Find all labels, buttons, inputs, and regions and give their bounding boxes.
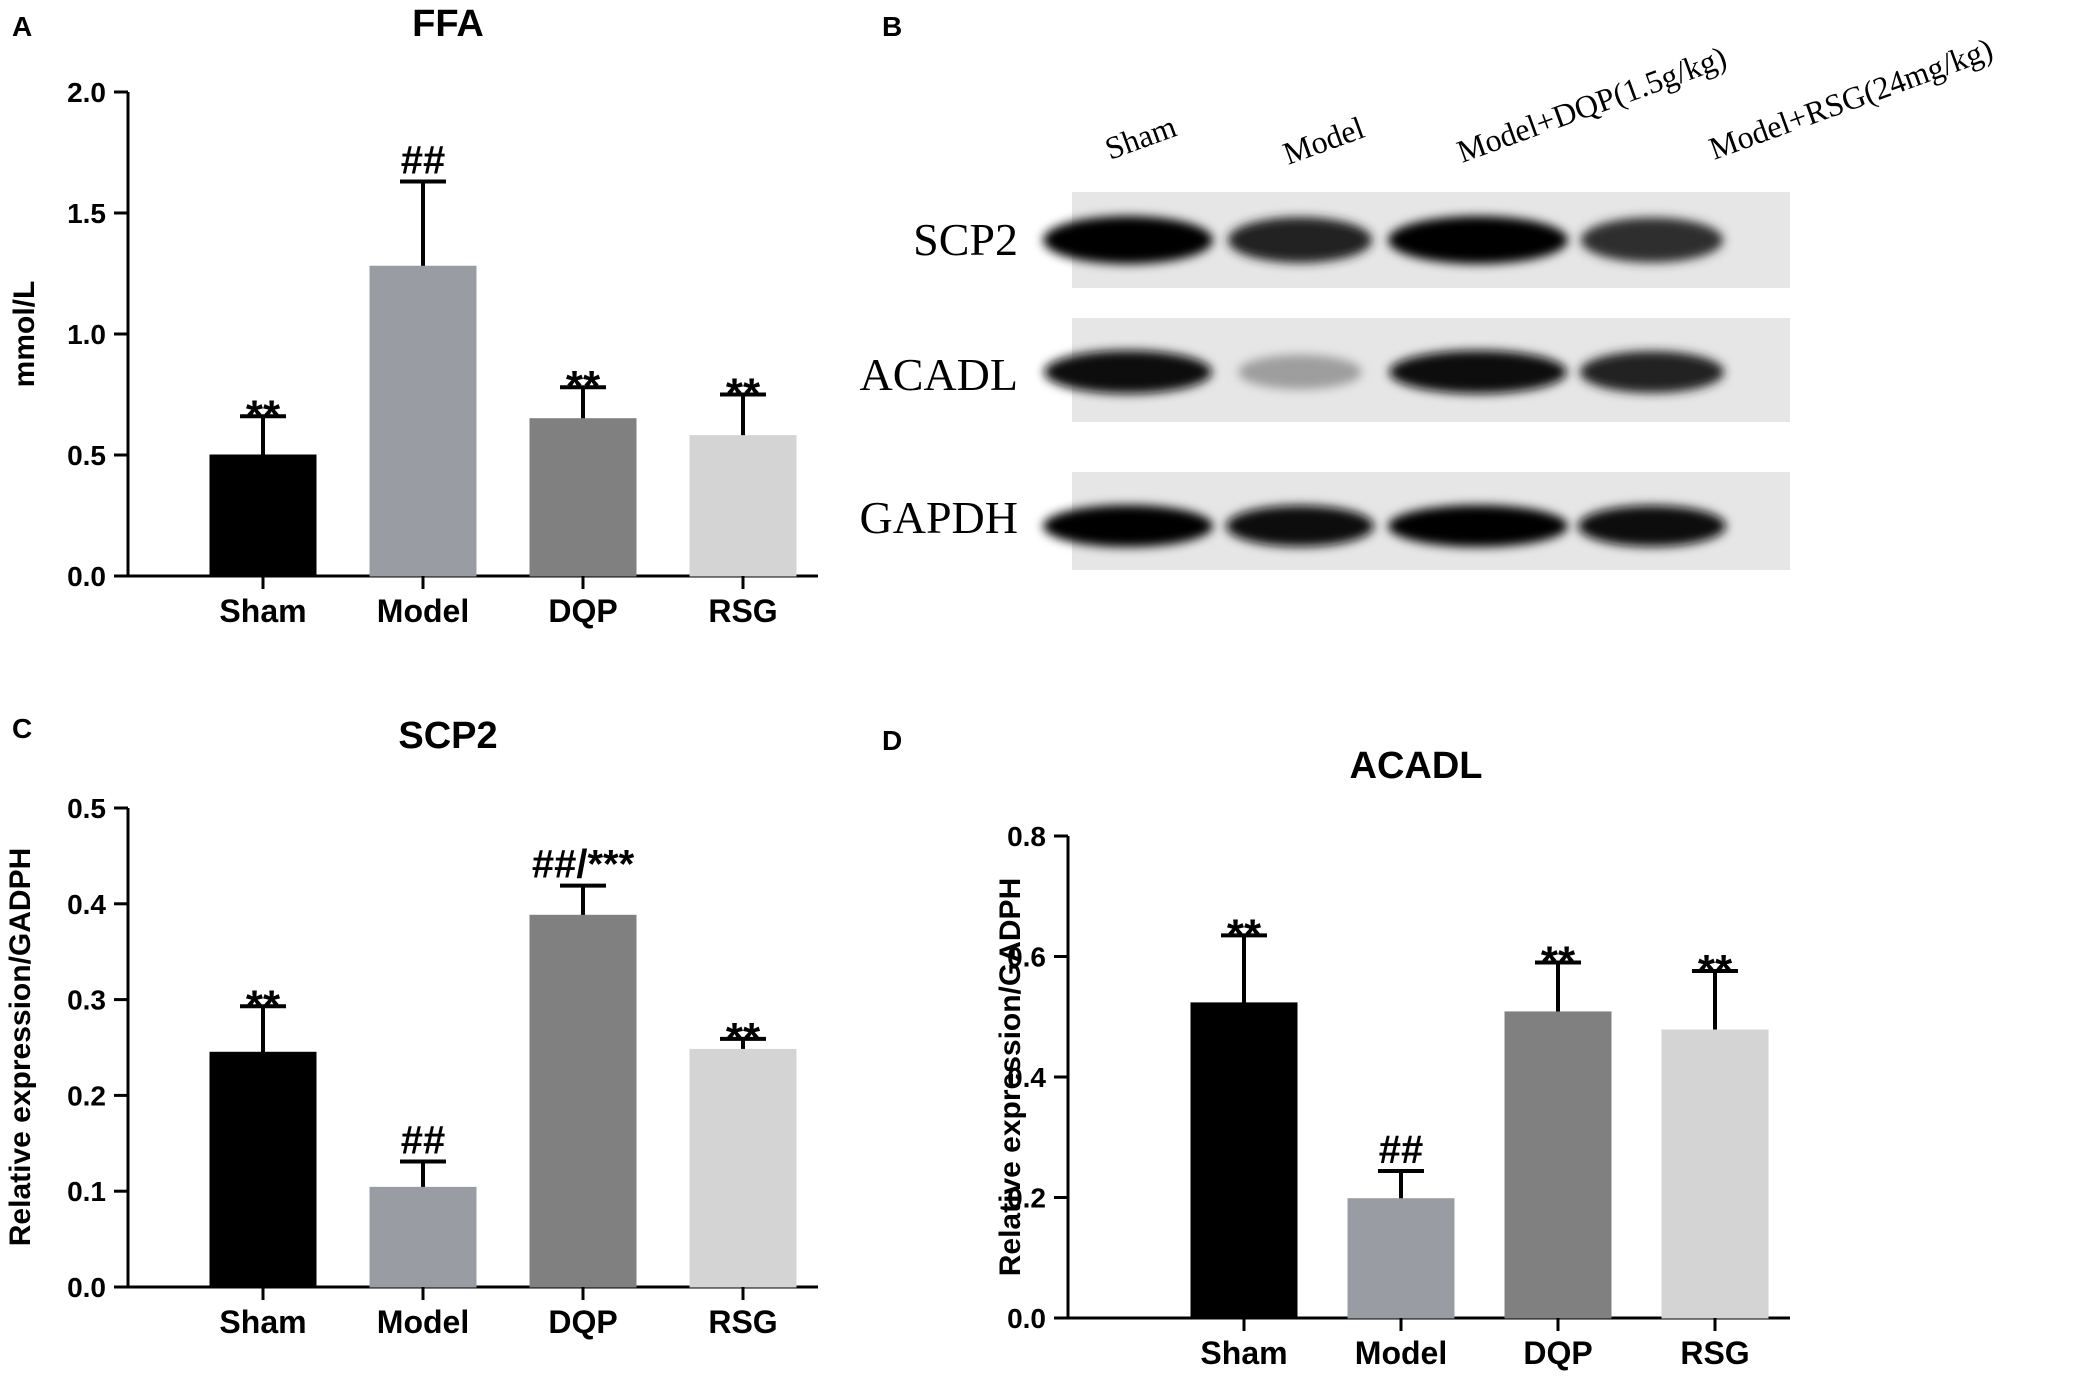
- bar: [529, 418, 637, 577]
- blot-band: [1579, 350, 1725, 394]
- blot-lane-label: Model+DQP(1.5g/kg): [1452, 39, 1731, 170]
- y-tick-label: 0.6: [1007, 942, 1046, 973]
- blot-protein-label: GAPDH: [860, 492, 1018, 543]
- chart-title: FFA: [412, 3, 484, 45]
- chart-title: ACADL: [1350, 745, 1483, 787]
- blot-band: [1044, 350, 1212, 394]
- x-tick-label: Sham: [1200, 1335, 1287, 1371]
- bar: [209, 1051, 317, 1288]
- x-tick-label: RSG: [708, 1304, 777, 1340]
- significance-label: ##/***: [532, 843, 635, 887]
- significance-label: **: [726, 1014, 761, 1063]
- y-tick-label: 0.4: [1007, 1062, 1046, 1093]
- blot-band: [1580, 217, 1724, 263]
- x-tick-label: DQP: [1523, 1335, 1592, 1371]
- x-tick-label: RSG: [708, 593, 777, 629]
- significance-label: **: [1227, 910, 1262, 959]
- y-tick-label: 2.0: [67, 77, 106, 108]
- y-tick-label: 0.0: [67, 1272, 106, 1303]
- y-tick-label: 0.0: [1007, 1303, 1046, 1334]
- bar: [529, 914, 637, 1288]
- y-tick-label: 1.0: [67, 319, 106, 350]
- chart-ffa: FFA mmol/L 0.0 0.5 1.0 1.5 2.0 Sham ** Model ## DQP…: [8, 3, 818, 629]
- blot-band: [1227, 217, 1373, 263]
- y-tick-label: 0.5: [67, 440, 106, 471]
- blot-lane-label: Sham: [1100, 108, 1181, 167]
- blot-protein-label: SCP2: [913, 214, 1018, 265]
- bar: [1190, 1002, 1298, 1319]
- y-tick-label: 0.2: [1007, 1183, 1046, 1214]
- significance-label: **: [1541, 938, 1576, 987]
- significance-label: **: [726, 370, 761, 419]
- western-blot: Sham Model Model+DQP(1.5g/kg)Model+RSG(24m…: [860, 31, 1997, 570]
- bar: [689, 435, 797, 577]
- y-tick-label: 0.5: [67, 793, 106, 824]
- x-tick-label: Sham: [219, 593, 306, 629]
- blot-band: [1238, 354, 1362, 390]
- significance-label: **: [1698, 946, 1733, 995]
- y-tick-label: 0.4: [67, 889, 106, 920]
- bar: [369, 265, 477, 577]
- y-axis-label: Relative expression/GADPH: [4, 848, 37, 1246]
- blot-lane-label: Model+RSG(24mg/kg): [1704, 31, 1997, 167]
- x-tick-label: DQP: [548, 1304, 617, 1340]
- x-tick-label: Model: [377, 593, 469, 629]
- chart-title: SCP2: [398, 715, 497, 757]
- panel-letter-b: B: [882, 11, 902, 42]
- x-tick-label: Model: [377, 1304, 469, 1340]
- chart-scp2: SCP2 Relative expression/GADPH 0.0 0.1 0.2 0.…: [4, 715, 818, 1340]
- blot-band: [1388, 216, 1568, 264]
- y-tick-label: 0.3: [67, 985, 106, 1016]
- blot-protein-label: ACADL: [860, 349, 1018, 400]
- significance-label: ##: [401, 139, 446, 183]
- blot-lane-label: Model: [1278, 109, 1369, 171]
- chart-acadl: ACADL Relative expression/GADPH 0.0 0.2 0.4 0…: [994, 745, 1790, 1371]
- significance-label: ##: [1379, 1128, 1424, 1172]
- y-tick-label: 0.1: [67, 1176, 106, 1207]
- y-tick-label: 1.5: [67, 198, 106, 229]
- panel-letter-c: C: [12, 713, 32, 744]
- bar: [1504, 1011, 1612, 1319]
- blot-band: [1388, 505, 1568, 547]
- bar: [689, 1048, 797, 1288]
- y-tick-label: 0.8: [1007, 821, 1046, 852]
- blot-band: [1225, 505, 1375, 547]
- x-tick-label: Model: [1355, 1335, 1447, 1371]
- blot-band: [1577, 505, 1727, 547]
- significance-label: ##: [401, 1119, 446, 1163]
- y-tick-label: 0.0: [67, 561, 106, 592]
- bar: [209, 454, 317, 577]
- x-tick-label: DQP: [548, 593, 617, 629]
- bar: [1661, 1029, 1769, 1319]
- bar: [369, 1186, 477, 1288]
- blot-band: [1389, 350, 1567, 394]
- y-axis-label: mmol/L: [8, 281, 41, 388]
- panel-letter-a: A: [12, 11, 32, 42]
- x-tick-label: RSG: [1680, 1335, 1749, 1371]
- blot-band: [1043, 216, 1213, 264]
- y-axis-label: Relative expression/GADPH: [994, 878, 1027, 1276]
- significance-label: **: [246, 391, 281, 440]
- blot-band: [1043, 505, 1213, 547]
- significance-label: **: [246, 981, 281, 1030]
- x-tick-label: Sham: [219, 1304, 306, 1340]
- bar: [1347, 1198, 1455, 1319]
- panel-letter-d: D: [882, 725, 902, 756]
- y-tick-label: 0.2: [67, 1080, 106, 1111]
- significance-label: **: [566, 362, 601, 411]
